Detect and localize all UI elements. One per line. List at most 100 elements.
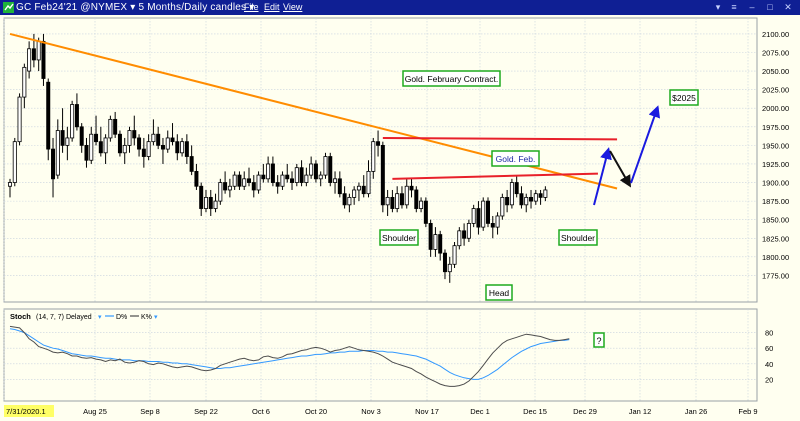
candle-body (347, 196, 352, 206)
candle-body (12, 141, 17, 183)
dropdown-arrow-icon: ▾ (98, 314, 102, 321)
candle-body (404, 185, 409, 206)
candle-body (27, 48, 32, 72)
candle-body (538, 193, 543, 198)
minimize-icon[interactable]: – (749, 2, 755, 12)
x-tick-label: Sep 22 (194, 407, 218, 416)
window-title: GC Feb24'21 @NYMEX (16, 2, 128, 13)
candle-body (423, 200, 428, 224)
svg-text:Gold. Feb.: Gold. Feb. (496, 154, 536, 164)
svg-text:D%: D% (116, 314, 127, 321)
candle-body (94, 133, 99, 143)
candle-body (132, 130, 137, 139)
candle-body (304, 174, 309, 183)
candle-body (500, 196, 505, 217)
x-tick-label: Nov 3 (361, 407, 381, 416)
candle-body (524, 196, 529, 206)
stoch-tick-label: 60 (765, 344, 773, 353)
dropdown-arrow-icon: ▾ (154, 314, 158, 321)
interval-label: 5 Months/Daily candles (138, 2, 247, 13)
candle-body (390, 196, 395, 209)
x-tick-label: Oct 20 (305, 407, 327, 416)
candle-body (275, 182, 280, 187)
stochastic-panel (9, 325, 570, 387)
candle-body (447, 263, 452, 273)
candle-body (251, 182, 256, 191)
candle-body (380, 144, 385, 206)
y-tick-label: 1850.00 (762, 216, 789, 225)
candle-body (17, 96, 22, 143)
candle-body (328, 156, 333, 183)
close-icon[interactable]: ✕ (784, 2, 792, 12)
candle-body (466, 223, 471, 239)
candle-body (246, 178, 251, 183)
candle-body (232, 174, 237, 187)
y-tick-label: 2000.00 (762, 104, 789, 113)
annotation-target-2025: $2025 (669, 89, 699, 106)
x-tick-label: Nov 17 (415, 407, 439, 416)
candle-body (313, 163, 318, 180)
candle-body (146, 141, 151, 157)
candle-body (218, 182, 223, 202)
y-tick-label: 2025.00 (762, 86, 789, 95)
candle-body (122, 144, 127, 154)
svg-text:Stoch: Stoch (10, 312, 31, 321)
candle-body (65, 137, 70, 146)
x-start-highlight (4, 405, 54, 417)
trend-line-upper-resistance (382, 136, 618, 141)
x-tick-label: Dec 1 (470, 407, 490, 416)
arrow-up-1 (593, 147, 612, 206)
x-tick-label: Aug 25 (83, 407, 107, 416)
candle-body (22, 66, 27, 98)
candle-body (199, 185, 204, 209)
candle-body (170, 137, 175, 143)
candle-body (294, 167, 299, 183)
menu-view[interactable]: View (283, 2, 303, 12)
annotation-left-shoulder: Shoulder (379, 229, 419, 246)
y-tick-label: 1800.00 (762, 253, 789, 262)
candle-body (352, 189, 357, 198)
trend-line-neckline (392, 172, 598, 180)
candle-body (299, 167, 304, 183)
stoch-line-K% (9, 325, 570, 387)
candle-body (457, 230, 462, 247)
x-tick-label: Dec 29 (573, 407, 597, 416)
y-tick-label: 1950.00 (762, 141, 789, 150)
candle-body (543, 189, 548, 198)
y-tick-label: 2050.00 (762, 67, 789, 76)
app-icon (3, 2, 14, 13)
y-tick-label: 1975.00 (762, 123, 789, 132)
candle-body (103, 137, 108, 154)
annotation-february-contract: Gold. February Contract. (402, 70, 501, 87)
candle-body (194, 170, 199, 187)
svg-text:K%: K% (141, 314, 152, 321)
svg-text:Gold. February Contract.: Gold. February Contract. (405, 74, 499, 84)
candle-body (175, 141, 180, 154)
title-bar: GC Feb24'21 @NYMEX ▾ 5 Months/Daily cand… (0, 0, 800, 15)
candle-body (237, 174, 242, 187)
x-tick-label: Jan 26 (685, 407, 708, 416)
candle-body (419, 200, 424, 209)
maximize-icon[interactable]: □ (767, 2, 773, 12)
candle-body (223, 182, 228, 191)
candle-body (533, 193, 538, 202)
candle-body (409, 185, 414, 191)
interval-dropdown-arrow[interactable]: ▾ (249, 2, 255, 13)
candle-body (31, 48, 36, 61)
symbol-dropdown-arrow[interactable]: ▾ (130, 2, 136, 13)
link-icon[interactable]: ≡ (731, 2, 737, 12)
candle-body (433, 234, 438, 250)
window-dropdown-icon[interactable]: ▾ (715, 2, 721, 12)
candle-body (529, 196, 534, 202)
candle-body (261, 174, 266, 180)
candle-body (323, 156, 328, 176)
svg-text:$2025: $2025 (672, 93, 696, 103)
menu-file[interactable]: File (244, 2, 259, 12)
candle-body (337, 178, 342, 195)
candle-body (41, 40, 46, 79)
stoch-tick-label: 40 (765, 360, 773, 369)
candle-body (51, 148, 56, 180)
menu-edit[interactable]: Edit (264, 2, 280, 12)
candle-body (84, 144, 89, 161)
annotation-right-shoulder: Shoulder (558, 229, 598, 246)
